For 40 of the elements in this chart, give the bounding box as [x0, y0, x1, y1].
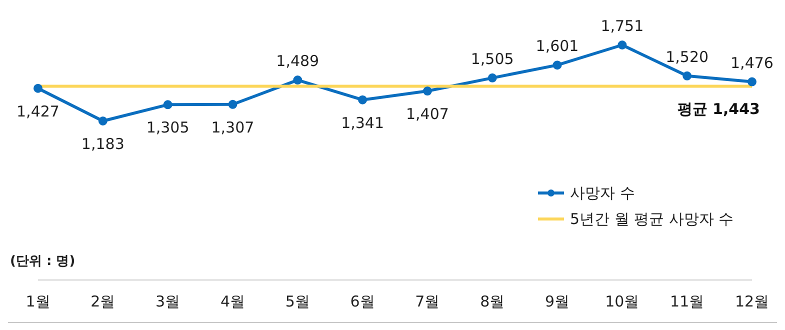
x-tick-label: 9월 [545, 292, 570, 311]
data-label: 1,520 [666, 48, 709, 66]
data-label: 1,341 [341, 114, 384, 132]
data-label: 1,601 [536, 37, 579, 56]
point [618, 40, 627, 50]
x-tick-label: 5월 [285, 292, 310, 311]
point [552, 60, 562, 70]
x-tick-label: 11월 [670, 292, 704, 311]
x-tick-label: 7월 [415, 292, 440, 311]
legend-label: 사망자 수 [570, 184, 635, 202]
data-label: 1,305 [146, 118, 190, 137]
point [293, 76, 302, 85]
point [422, 86, 432, 96]
point [358, 95, 368, 104]
point [34, 84, 42, 93]
point [98, 116, 108, 126]
point [488, 73, 497, 82]
annotation: 평균 1,443 [677, 100, 760, 118]
x-tick-label: 10월 [605, 292, 640, 311]
x-tick-label: 2월 [90, 292, 116, 311]
data-label: 1,476 [730, 54, 774, 72]
data-label: 1,307 [211, 118, 254, 136]
point [228, 100, 238, 109]
data-label: 1,427 [16, 102, 60, 120]
x-tick-label: 4월 [220, 292, 245, 311]
x-tick-label: 3월 [156, 292, 180, 311]
data-label: 1,505 [470, 50, 514, 68]
text: (단위 : 명) [10, 253, 76, 270]
x-tick-label: 6월 [350, 292, 375, 311]
legend-label: 5년간 월 평균 사망자 수 [570, 210, 734, 228]
data-label: 1,489 [276, 52, 320, 70]
point [748, 77, 756, 86]
x-tick-label: 1월 [26, 292, 50, 311]
point [163, 100, 172, 110]
data-label: 1,407 [406, 105, 449, 124]
x-tick-label: 8월 [480, 292, 505, 311]
x-tick-label: 12월 [734, 292, 770, 311]
point [682, 71, 692, 80]
data-label: 1,751 [600, 17, 644, 35]
data-label: 1,183 [81, 135, 124, 153]
